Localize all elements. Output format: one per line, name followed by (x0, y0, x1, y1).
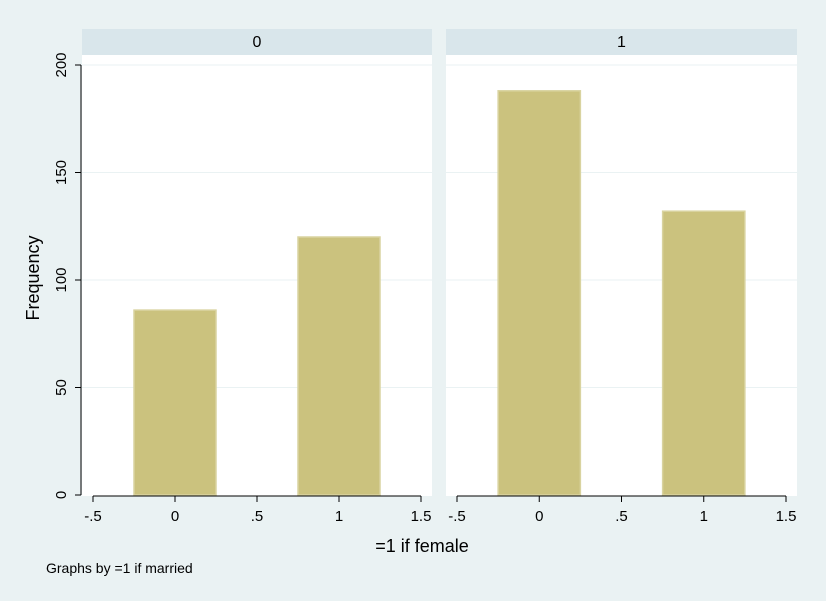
y-tick-label: 150 (53, 160, 70, 185)
panel-0: 0 (82, 29, 432, 496)
x-tick-label: 1 (335, 508, 343, 525)
x-tick-label: .5 (251, 508, 264, 525)
y-axis-title: Frequency (23, 235, 43, 320)
panel-strip (82, 29, 432, 55)
y-tick-label: 0 (53, 491, 70, 499)
bar (133, 309, 217, 496)
x-tick-label: 1.5 (776, 508, 797, 525)
x-tick-label: -.5 (448, 508, 466, 525)
panel-title: 0 (253, 34, 262, 51)
x-tick-label: 0 (535, 508, 543, 525)
y-tick-label: 100 (53, 267, 70, 292)
x-tick-label: 1 (700, 508, 708, 525)
panel-1: 1 (446, 29, 797, 496)
x-tick-label: 0 (171, 508, 179, 525)
graphs-by-note: Graphs by =1 if married (46, 560, 193, 576)
y-tick-label: 50 (53, 379, 70, 396)
x-tick-label: -.5 (84, 508, 102, 525)
bar (497, 90, 582, 496)
y-tick-label: 200 (53, 52, 70, 77)
axes-layer: -.5 0 .5 1 1.5 -.5 0 .5 1 1.5 0 50 100 150 200 (53, 52, 796, 525)
x-axis-title: =1 if female (375, 536, 469, 556)
x-tick-label: .5 (615, 508, 628, 525)
panel-title: 1 (617, 34, 626, 51)
bar (661, 210, 746, 496)
x-tick-label: 1.5 (411, 508, 432, 525)
bar (297, 236, 381, 496)
panel-strip (446, 29, 797, 55)
